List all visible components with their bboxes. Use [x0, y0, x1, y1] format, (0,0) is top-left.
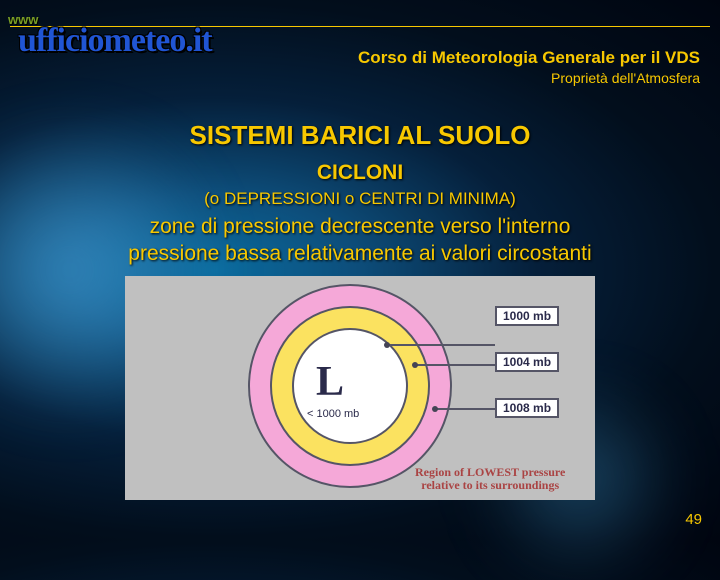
logo-main: ufficiometeo.it — [18, 22, 212, 60]
pressure-label: 1004 mb — [495, 352, 559, 372]
alt-names: (o DEPRESSIONI o CENTRI DI MINIMA) — [0, 189, 720, 209]
description: zone di pressione decrescente verso l'in… — [0, 213, 720, 268]
cyclone-diagram: L < 1000 mb 1000 mb 1004 mb 1008 mb Region of… — [125, 276, 595, 500]
pressure-label: 1008 mb — [495, 398, 559, 418]
course-subtitle: Proprietà dell'Atmosfera — [358, 70, 700, 86]
header: www ufficiometeo.it Corso di Meteorologi… — [0, 8, 720, 27]
connector-dot — [384, 342, 390, 348]
course-title-block: Corso di Meteorologia Generale per il VD… — [358, 48, 700, 86]
content: SISTEMI BARICI AL SUOLO CICLONI (o DEPRE… — [0, 120, 720, 500]
connector-line — [387, 344, 495, 346]
connector-line — [435, 408, 495, 410]
connector-line — [415, 364, 495, 366]
connector-dot — [412, 362, 418, 368]
desc-line1: zone di pressione decrescente verso l'in… — [0, 213, 720, 240]
course-title: Corso di Meteorologia Generale per il VD… — [358, 48, 700, 68]
low-pressure-symbol: L — [316, 358, 344, 406]
page-number: 49 — [685, 511, 702, 528]
center-pressure-label: < 1000 mb — [307, 408, 359, 420]
desc-line2: pressione bassa relativamente ai valori … — [0, 240, 720, 267]
connector-dot — [432, 406, 438, 412]
region-caption: Region of LOWEST pressurerelative to its… — [415, 466, 565, 494]
sub-title: CICLONI — [0, 161, 720, 185]
pressure-label: 1000 mb — [495, 306, 559, 326]
main-title: SISTEMI BARICI AL SUOLO — [0, 120, 720, 151]
